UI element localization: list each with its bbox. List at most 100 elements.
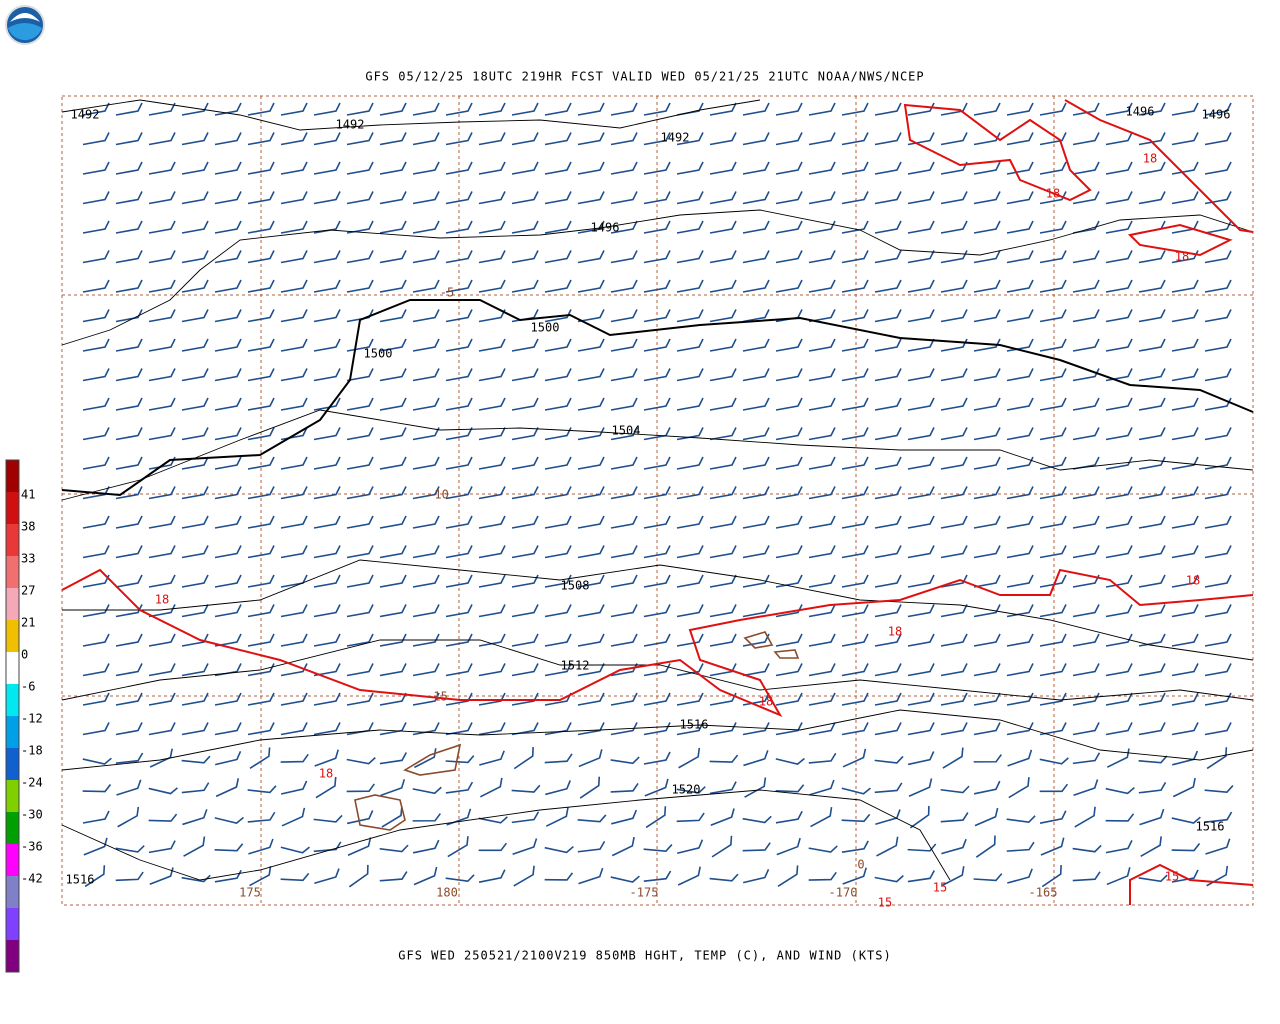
barb-staff: [643, 397, 671, 411]
wind-barb: [115, 427, 143, 441]
barb-staff: [280, 397, 308, 411]
barb-staff: [544, 132, 572, 146]
wind-barb: [874, 309, 902, 323]
barb-staff: [314, 868, 340, 885]
wind-barb: [775, 784, 805, 793]
barb-staff: [1138, 692, 1166, 706]
wind-barb: [742, 868, 770, 884]
wind-barb: [610, 132, 638, 146]
barb-staff: [181, 309, 209, 323]
wind-barb: [181, 874, 211, 883]
barb-staff: [181, 456, 209, 470]
barb-staff: [148, 813, 178, 822]
barb-staff: [379, 604, 407, 618]
barb-staff: [907, 870, 936, 883]
wind-barb: [181, 755, 211, 764]
wind-barb: [1006, 545, 1034, 559]
barb-staff: [973, 456, 1001, 470]
barb-staff: [841, 456, 869, 470]
barb-staff: [181, 250, 209, 264]
wind-barb: [315, 776, 337, 799]
barb-staff: [874, 515, 902, 529]
barb-staff: [214, 515, 242, 529]
wind-barb: [313, 663, 341, 677]
barb-staff: [1039, 191, 1067, 205]
barb-staff: [643, 515, 671, 529]
barb-staff: [412, 338, 440, 352]
barb-staff: [115, 250, 143, 264]
wind-barb: [577, 132, 605, 146]
wind-barb: [1072, 486, 1100, 500]
wind-barb: [248, 838, 274, 855]
wind-barb: [808, 191, 836, 205]
barb-staff: [808, 752, 837, 764]
barb-staff: [181, 368, 209, 382]
wind-barb: [710, 808, 735, 826]
wind-barb: [841, 368, 869, 382]
wind-barb: [577, 663, 605, 677]
wind-barb: [1039, 191, 1067, 205]
barb-staff: [940, 785, 970, 794]
wind-barb: [577, 102, 605, 116]
barb-staff: [414, 748, 437, 769]
temperature-label: 15: [878, 896, 892, 910]
barb-staff: [808, 250, 836, 264]
barb-staff: [511, 456, 539, 470]
wind-barb: [643, 751, 671, 765]
wind-barb: [610, 397, 638, 411]
barb-staff: [115, 102, 143, 116]
wind-barb: [577, 338, 605, 352]
barb-staff: [478, 338, 506, 352]
barb-staff: [445, 250, 473, 264]
barb-staff: [511, 427, 539, 441]
barb-staff: [1039, 456, 1067, 470]
barb-staff: [874, 574, 902, 588]
barb-staff: [479, 777, 503, 798]
barb-staff: [445, 486, 473, 500]
wind-barb: [808, 368, 836, 382]
wind-barb: [1006, 397, 1034, 411]
wind-barb: [1204, 515, 1232, 529]
wind-barb: [1138, 486, 1166, 500]
wind-barb: [973, 279, 1001, 293]
wind-barb: [643, 427, 671, 441]
wind-barb: [1171, 279, 1199, 293]
barb-staff: [445, 279, 473, 293]
barb-staff: [1105, 397, 1133, 411]
barb-staff: [379, 486, 407, 500]
barb-staff: [775, 757, 805, 766]
wind-barb: [742, 842, 771, 852]
barb-staff: [379, 132, 407, 146]
barb-staff: [1204, 811, 1233, 823]
barb-staff: [280, 161, 308, 175]
wind-barb: [478, 102, 506, 116]
wind-barb: [280, 456, 308, 470]
barb-staff: [315, 776, 337, 799]
barb-staff: [1204, 604, 1232, 618]
wind-barb: [577, 161, 605, 175]
barb-staff: [379, 633, 407, 647]
barb-staff: [709, 781, 737, 795]
barb-staff: [412, 279, 440, 293]
barb-staff: [511, 338, 539, 352]
wind-barb: [1105, 574, 1133, 588]
wind-barb: [775, 161, 803, 175]
barb-staff: [1105, 786, 1135, 795]
wind-barb: [478, 161, 506, 175]
height-label: 1496: [1202, 108, 1231, 122]
wind-barb: [974, 807, 999, 827]
color-swatch: [6, 460, 19, 493]
barb-staff: [1039, 486, 1067, 500]
barb-staff: [1171, 604, 1199, 618]
wind-barb: [379, 663, 407, 677]
wind-barb: [1072, 604, 1100, 618]
wind-barb: [478, 574, 506, 588]
wind-barb: [742, 250, 770, 264]
barb-staff: [643, 574, 671, 588]
wind-barb: [1138, 874, 1168, 883]
barb-staff: [775, 604, 803, 618]
barb-staff: [808, 427, 836, 441]
island: [354, 794, 406, 831]
barb-staff: [1204, 309, 1232, 323]
